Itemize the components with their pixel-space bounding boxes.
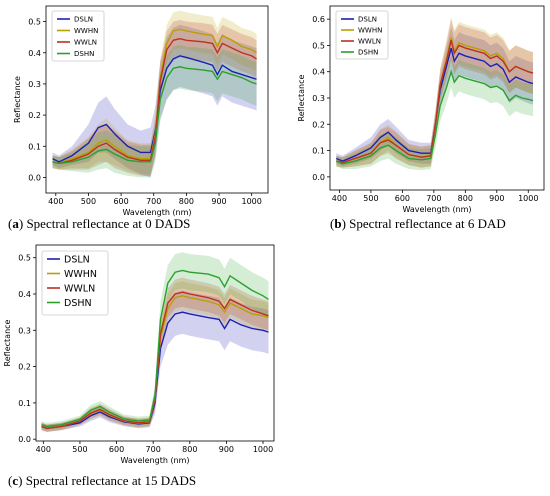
- series-line-dshn: [336, 69, 534, 165]
- chart-panel-c: 400 500 600 700 800 900 1000 0.0 0.1 0.2 0.3 0.4 0.5…: [3, 244, 275, 465]
- legend-label-wwhn: WWHN: [64, 269, 97, 280]
- y-tick-label: 0.4: [312, 68, 325, 77]
- legend-label-dsln: DSLN: [64, 254, 90, 265]
- plot-frame: [45, 5, 269, 194]
- y-tick-label: 0.3: [28, 80, 41, 89]
- band-wwhn: [336, 16, 533, 168]
- y-tick-label: 0.3: [312, 94, 325, 103]
- band-wwln: [52, 20, 257, 176]
- series-line-dshn: [52, 66, 257, 165]
- legend-label-dsln: DSLN: [74, 15, 93, 23]
- caption-a: (a) Spectral reflectance at 0 DADS: [8, 216, 191, 231]
- y-tick-label: 0.4: [18, 290, 31, 299]
- y-tick-label: 0.0: [18, 435, 31, 444]
- y-tick-label: 0.2: [28, 111, 41, 120]
- x-tick-label: 600: [109, 445, 124, 454]
- legend-label-wwln: WWLN: [74, 38, 97, 46]
- x-tick-label: 1000: [518, 194, 538, 203]
- y-axis-title: Reflectance: [3, 319, 12, 366]
- y-tick-label: 0.0: [312, 173, 325, 182]
- legend-box: [51, 10, 105, 62]
- caption-c: (c) Spectral reflectance at 15 DADS: [8, 473, 197, 488]
- x-tick-label: 400: [36, 445, 51, 454]
- y-tick-label: 0.4: [28, 49, 41, 58]
- y-axis-title: Reflectance: [13, 76, 22, 123]
- legend-label-wwhn: WWHN: [358, 26, 382, 34]
- x-tick-label: 1000: [253, 445, 273, 454]
- x-tick-label: 500: [81, 197, 96, 206]
- y-tick-label: 0.1: [28, 142, 41, 151]
- y-tick-label: 0.1: [312, 147, 325, 156]
- legend-box: [335, 10, 389, 60]
- series-line-wwhn: [52, 28, 257, 165]
- series-line-dshn: [41, 269, 269, 428]
- legend-label-dshn: DSHN: [74, 50, 94, 58]
- x-tick-label: 900: [489, 194, 504, 203]
- series-line-wwln: [41, 291, 269, 430]
- x-tick-label: 700: [426, 194, 441, 203]
- y-tick-label: 0.5: [18, 254, 31, 263]
- y-tick-label: 0.3: [18, 326, 31, 335]
- x-axis-title: Wavelength (nm): [120, 456, 189, 465]
- band-dsln: [41, 290, 269, 432]
- y-tick-label: 0.6: [312, 15, 325, 24]
- x-axis-title: Wavelength (nm): [122, 208, 191, 217]
- y-tick-label: 0.1: [18, 399, 31, 408]
- legend-box: [41, 250, 109, 316]
- caption-b: (b) Spectral reflectance at 6 DAD: [330, 216, 506, 231]
- x-tick-label: 700: [146, 197, 161, 206]
- y-tick-label: 0.2: [18, 363, 31, 372]
- chart-panel-b: 400 500 600 700 800 900 1000 0.0 0.1 0.2 0.3 0.4 0.5…: [297, 5, 545, 214]
- x-tick-label: 400: [48, 197, 63, 206]
- band-wwhn: [52, 10, 257, 175]
- chart-panel-a: 400 500 600 700 800 900 1000 0.0 0.1 0.2 0.3 0.4 0.5…: [13, 5, 269, 217]
- y-tick-label: 0.0: [28, 173, 41, 182]
- band-dsln: [336, 27, 533, 167]
- legend-label-wwhn: WWHN: [74, 27, 98, 35]
- x-tick-label: 800: [458, 194, 473, 203]
- y-tick-label: 0.5: [312, 41, 325, 50]
- legend-label-wwln: WWLN: [358, 37, 381, 45]
- legend: DSLN WWHN WWLN DSHN: [335, 10, 389, 60]
- series-line-wwln: [336, 40, 534, 164]
- x-axis-title: Wavelength (nm): [402, 205, 471, 214]
- x-tick-label: 400: [332, 194, 347, 203]
- series-line-wwln: [52, 38, 257, 165]
- x-tick-label: 900: [219, 445, 234, 454]
- x-tick-label: 800: [182, 445, 197, 454]
- legend: DSLN WWHN WWLN DSHN: [51, 10, 105, 62]
- legend-label-dsln: DSLN: [358, 15, 377, 23]
- legend-label-dshn: DSHN: [64, 298, 92, 309]
- y-axis-title: Reflectance: [297, 74, 306, 121]
- series-line-dsln: [52, 55, 257, 163]
- legend: DSLN WWHN WWLN DSHN: [41, 250, 109, 316]
- x-tick-label: 600: [113, 197, 128, 206]
- x-tick-label: 700: [146, 445, 161, 454]
- y-tick-label: 0.2: [312, 120, 325, 129]
- x-tick-label: 800: [179, 197, 194, 206]
- x-tick-label: 900: [211, 197, 226, 206]
- legend-label-dshn: DSHN: [358, 48, 378, 56]
- plot-frame: [35, 244, 275, 442]
- y-tick-label: 0.5: [28, 18, 41, 27]
- x-tick-label: 500: [363, 194, 378, 203]
- legend-label-wwln: WWLN: [64, 283, 95, 294]
- x-tick-label: 600: [395, 194, 410, 203]
- series-line-dsln: [41, 311, 269, 430]
- band-wwln: [336, 19, 533, 168]
- x-tick-label: 1000: [241, 197, 261, 206]
- series-line-dsln: [336, 47, 534, 162]
- x-tick-label: 500: [72, 445, 87, 454]
